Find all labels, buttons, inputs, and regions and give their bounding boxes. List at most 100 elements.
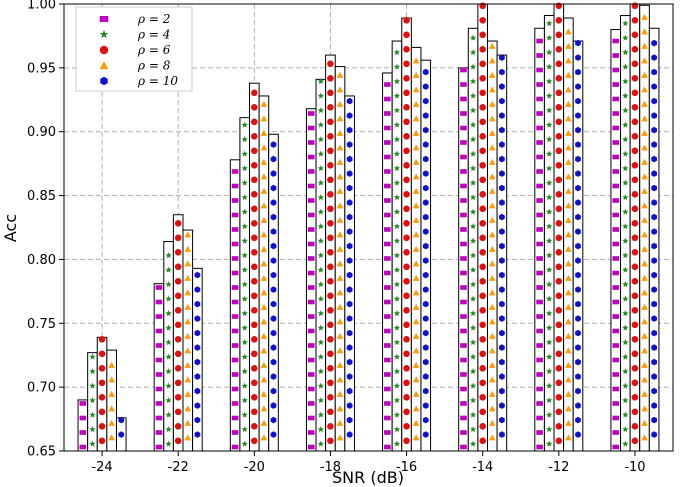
bar-hatch-marker: [270, 184, 277, 192]
bar-hatch-marker: [327, 147, 334, 155]
bar-hatch-marker: [260, 158, 268, 165]
bar-hatch-marker: [251, 162, 258, 169]
bar-hatch-marker: [384, 343, 391, 348]
bar-hatch-marker: [499, 373, 505, 380]
bar-hatch-marker: [307, 328, 315, 334]
bar-group: [610, 29, 622, 452]
bar-hatch-marker: [270, 358, 277, 366]
bar-hatch-marker: [479, 321, 486, 329]
bar-hatch-marker: [555, 176, 563, 184]
bar-hatch-marker: [393, 310, 401, 317]
bar-hatch-marker: [165, 252, 172, 259]
bar-hatch-marker: [317, 179, 324, 186]
bar-hatch-marker: [412, 376, 420, 383]
bar-hatch-marker: [260, 129, 268, 136]
bar-hatch-marker: [336, 361, 344, 368]
bar-hatch-marker: [403, 234, 410, 242]
bar-hatch-marker: [651, 329, 657, 337]
bar-hatch-marker: [403, 191, 410, 198]
bar-hatch-marker: [499, 329, 505, 337]
bar-hatch-marker: [270, 416, 277, 424]
bar-hatch-marker: [184, 231, 192, 238]
bar-hatch-marker: [174, 307, 182, 314]
bar-hatch-marker: [479, 191, 486, 198]
bar-hatch-marker: [270, 257, 277, 264]
bar-hatch-marker: [469, 208, 477, 215]
bar-hatch-marker: [403, 31, 410, 39]
legend-marker: [99, 45, 109, 55]
bar-hatch-marker: [260, 405, 268, 412]
bar-hatch-marker: [336, 86, 344, 93]
bar-hatch-marker: [631, 60, 639, 68]
bar-hatch-marker: [307, 343, 315, 348]
bar-hatch-marker: [631, 394, 639, 401]
bar-hatch-marker: [422, 126, 429, 134]
bar-hatch-marker: [631, 423, 639, 430]
bar-hatch-marker: [488, 361, 496, 368]
bar-hatch-marker: [317, 368, 324, 375]
bar-hatch-marker: [469, 121, 477, 128]
bar-hatch-marker: [641, 187, 648, 194]
bar-hatch-marker: [403, 423, 410, 430]
bar-hatch-marker: [307, 212, 315, 218]
bar-hatch-marker: [251, 191, 258, 198]
bar-hatch-marker: [393, 121, 401, 128]
legend-label: ρ = 4: [137, 28, 170, 42]
bar-hatch-marker: [631, 220, 639, 227]
bar-hatch-marker: [546, 165, 553, 172]
bar-hatch-marker: [622, 107, 629, 114]
bar-hatch-marker: [346, 315, 353, 322]
bar-hatch-marker: [469, 266, 477, 273]
bar-group: [458, 67, 469, 452]
bar-hatch-marker: [393, 165, 401, 172]
bar-hatch-marker: [174, 423, 182, 430]
bar-hatch-marker: [346, 257, 353, 264]
bar-hatch-marker: [479, 350, 486, 358]
bar-hatch-marker: [641, 390, 648, 397]
bar-hatch-marker: [241, 266, 248, 273]
bar-hatch-marker: [536, 125, 543, 131]
bar-hatch-marker: [575, 271, 581, 279]
bar-hatch-marker: [641, 434, 648, 441]
bar-hatch-marker: [612, 227, 620, 232]
bar-hatch-marker: [536, 183, 543, 189]
bar-hatch-marker: [622, 194, 629, 201]
bar-hatch-marker: [575, 228, 581, 235]
bar-hatch-marker: [469, 324, 477, 331]
bar-hatch-marker: [89, 411, 96, 418]
bar-hatch-marker: [460, 241, 467, 247]
bar: [391, 40, 403, 452]
bar-hatch-marker: [79, 430, 87, 435]
bar-hatch-marker: [612, 357, 620, 363]
bar-hatch-marker: [336, 347, 344, 354]
bar-hatch-marker: [174, 336, 182, 343]
bar-group: [182, 229, 194, 452]
y-axis-label: Acc: [1, 214, 20, 242]
bar-hatch-marker: [641, 361, 648, 368]
bar-hatch-marker: [346, 213, 353, 221]
bar-hatch-marker: [536, 314, 543, 319]
bar-hatch-marker: [565, 216, 572, 223]
bar-hatch-marker: [346, 402, 353, 409]
bar-hatch-marker: [194, 344, 201, 351]
bar-hatch-marker: [536, 154, 543, 160]
x-axis-ticks: -24 -22 -20 -18 -16 -14 -12 -10: [91, 451, 646, 475]
bar-hatch-marker: [546, 194, 553, 201]
bar-hatch-marker: [460, 444, 467, 450]
bar-hatch-marker: [384, 401, 391, 406]
bar-group: [334, 66, 346, 452]
bar-hatch-marker: [622, 295, 629, 302]
bar-hatch-marker: [174, 394, 182, 401]
bar-hatch-marker: [403, 292, 410, 300]
bar-hatch-marker: [412, 144, 420, 151]
bar-hatch-marker: [546, 208, 553, 215]
bar-hatch-marker: [565, 71, 572, 78]
bar-hatch-marker: [641, 332, 648, 339]
bar-hatch-marker: [469, 34, 477, 41]
bar-hatch-marker: [488, 187, 496, 194]
bar: [315, 78, 327, 452]
bar-hatch-marker: [460, 183, 467, 189]
bar-hatch-marker: [460, 82, 467, 87]
bar-hatch-marker: [270, 228, 277, 235]
bar-hatch-marker: [336, 187, 344, 194]
